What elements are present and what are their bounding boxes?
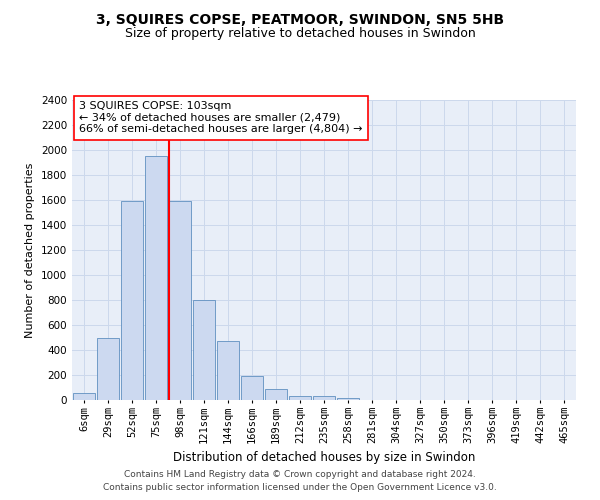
Text: Contains public sector information licensed under the Open Government Licence v3: Contains public sector information licen… [103, 484, 497, 492]
X-axis label: Distribution of detached houses by size in Swindon: Distribution of detached houses by size … [173, 452, 475, 464]
Bar [289, 396, 311, 400]
Bar [193, 300, 215, 400]
Bar [265, 389, 287, 400]
Bar [241, 376, 263, 400]
Text: 3, SQUIRES COPSE, PEATMOOR, SWINDON, SN5 5HB: 3, SQUIRES COPSE, PEATMOOR, SWINDON, SN5… [96, 12, 504, 26]
Y-axis label: Number of detached properties: Number of detached properties [25, 162, 35, 338]
Text: 3 SQUIRES COPSE: 103sqm
← 34% of detached houses are smaller (2,479)
66% of semi: 3 SQUIRES COPSE: 103sqm ← 34% of detache… [79, 101, 362, 134]
Bar [73, 393, 95, 400]
Bar [169, 201, 191, 400]
Bar [97, 338, 119, 400]
Text: Size of property relative to detached houses in Swindon: Size of property relative to detached ho… [125, 28, 475, 40]
Bar [121, 201, 143, 400]
Text: Contains HM Land Registry data © Crown copyright and database right 2024.: Contains HM Land Registry data © Crown c… [124, 470, 476, 479]
Bar [337, 398, 359, 400]
Bar [313, 396, 335, 400]
Bar [145, 156, 167, 400]
Bar [217, 341, 239, 400]
